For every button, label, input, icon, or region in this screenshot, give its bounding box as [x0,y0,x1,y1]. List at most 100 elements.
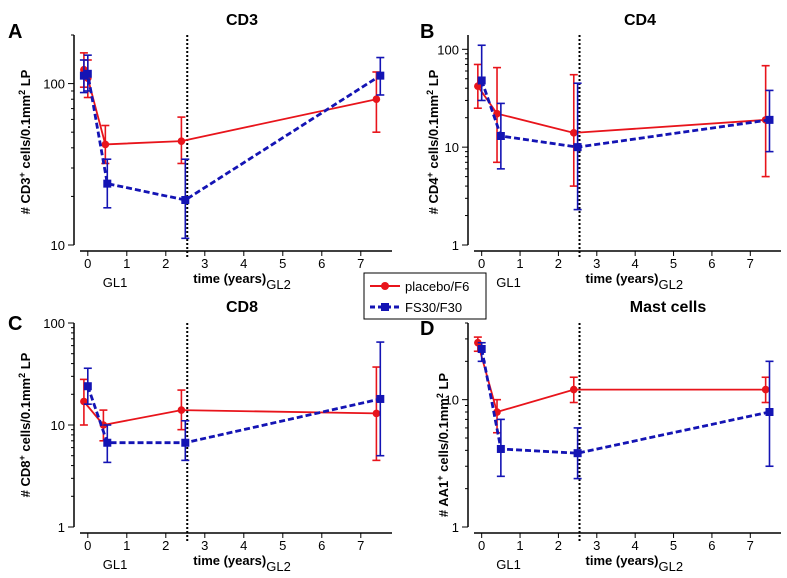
panel-d-placebo-line [476,342,766,414]
panel-b-x-tick-label: 7 [747,256,754,271]
panel-b-title: CD4 [624,12,656,29]
panel-d-fs30-point [477,344,486,353]
panel-a-plot: 10 100 0 1 2 3 4 5 6 7 GL1 time (years)GL2 [43,34,392,292]
panel-b-x-tick-label: 6 [708,256,715,271]
legend: placebo/F6 FS30/F30 [363,272,487,320]
panel-b-ylabel: # CD4+ cells/0.1mm2 LP [425,69,441,214]
panel-b-letter: B [420,21,434,43]
panel-b-fs30-line [480,80,770,149]
panel-b-xlabel-sub: GL2 [659,277,684,292]
panel-a-title: CD3 [226,12,258,29]
panel-b: B CD4 1 10 100 0 1 2 3 4 5 6 7 GL1 time (years)GL2 #… [420,12,781,292]
panel-c-letter: C [8,313,22,335]
panel-b-y-tick-label: 10 [445,140,459,155]
panel-d-placebo-point [569,385,578,394]
panel-b-placebo-point [569,129,578,137]
panel-a-x-tick-label: 3 [201,256,208,271]
panel-d-xlabel-main: time (years) [586,553,659,568]
panel-c-x-tick-label: 1 [123,538,130,553]
panel-b-gl1-label: GL1 [496,275,521,290]
panel-c-placebo-point [372,409,381,418]
panel-c-placebo-line [83,400,377,426]
panel-d-letter: D [420,318,434,340]
panel-a: A CD3 10 100 0 1 2 3 4 5 6 7 GL1 time (years)GL2 # … [8,12,392,292]
panel-c-gl1-label: GL1 [103,557,128,572]
panel-a-fs30-point [181,196,190,205]
legend-placebo-marker [381,282,389,290]
legend-fs30-label: FS30/F30 [405,300,462,315]
panel-d-x-tick-label: 2 [555,538,562,553]
panel-c-xlabel-sub: GL2 [266,559,291,574]
panel-b-plot: 1 10 100 0 1 2 3 4 5 6 7 GL1 time (years)GL2 [437,35,781,292]
panel-d-y-tick-label: 1 [452,520,459,535]
panel-d-ylabel: # AA1+ cells/0.1mm2 LP [435,373,451,518]
panel-a-placebo-point [372,95,381,104]
panel-d-gl1-label: GL1 [496,557,521,572]
panel-b-x-tick-label: 4 [632,256,639,271]
panel-c: C CD8 1 10 100 0 1 2 3 4 5 6 7 GL1 time (years)GL2 #… [8,299,392,574]
panel-d-fs30-point [765,408,774,417]
panel-d-fs30-line [480,348,770,455]
legend-fs30-marker [381,303,389,311]
panel-c-x-tick-label: 7 [357,538,364,553]
panel-c-xlabel-main: time (years) [193,553,266,568]
panel-c-x-tick-label: 0 [84,538,91,553]
panel-d-x-tick-label: 4 [632,538,639,553]
panel-c-fs30-point [376,394,385,403]
panel-b-fs30-point [765,115,774,124]
panel-b-xlabel: time (years)GL2 [586,271,684,292]
panel-a-x-tick-label: 5 [279,256,286,271]
panel-d-title: Mast cells [630,299,707,316]
panel-d-xlabel-sub: GL2 [659,559,684,574]
panel-c-plot: 1 10 100 0 1 2 3 4 5 6 7 GL1 time (years)GL2 [43,316,392,574]
legend-box [363,272,487,320]
panel-a-placebo-point [101,140,110,149]
panel-c-fs30-point [83,382,92,391]
panel-a-fs30-point [376,71,385,80]
panel-c-fs30-point [103,438,112,447]
panel-b-x-tick-label: 1 [516,256,523,271]
panel-d-x-tick-label: 6 [708,538,715,553]
panel-d-x-tick-label: 7 [747,538,754,553]
panel-b-fs30-point [477,76,486,85]
panel-c-x-tick-label: 4 [240,538,247,553]
panel-b-fs30-point [573,143,582,152]
panel-d-xlabel: time (years)GL2 [586,553,684,574]
panel-c-xlabel: time (years)GL2 [193,553,291,574]
panel-a-x-tick-label: 6 [318,256,325,271]
panel-d-y-tick-label: 10 [445,393,459,408]
panel-c-ylabel: # CD8+ cells/0.1mm2 LP [17,352,33,497]
panel-a-xlabel-main: time (years) [193,271,266,286]
panel-b-xlabel-main: time (years) [586,271,659,286]
panel-c-y-tick-label: 1 [58,520,65,535]
panel-a-placebo-point [177,137,186,145]
panel-d-x-tick-label: 0 [478,538,485,553]
panel-c-x-tick-label: 6 [318,538,325,553]
panel-b-x-tick-label: 2 [555,256,562,271]
panel-a-letter: A [8,21,22,43]
panel-a-x-tick-label: 1 [123,256,130,271]
panel-a-ylabel: # CD3+ cells/0.1mm2 LP [17,69,33,214]
panel-c-placebo-point [177,406,186,414]
panel-a-xlabel-sub: GL2 [266,277,291,292]
panel-d-plot: 1 10 0 1 2 3 4 5 6 7 GL1 time (years)GL2 [445,322,781,574]
panel-a-gl1-label: GL1 [103,275,128,290]
panel-c-title: CD8 [226,299,258,316]
panel-a-fs30-point [83,69,92,78]
panel-a-y-tick-label: 10 [51,238,65,253]
panel-c-x-tick-label: 3 [201,538,208,553]
panel-b-x-tick-label: 3 [593,256,600,271]
panel-b-fs30-point [496,131,505,140]
panel-d-x-tick-label: 1 [516,538,523,553]
panel-c-fs30-point [181,438,190,447]
panel-a-fs30-point [103,179,112,188]
panel-a-x-tick-label: 7 [357,256,364,271]
panel-d-x-tick-label: 5 [670,538,677,553]
panel-a-fs30-line [83,71,382,202]
legend-placebo-label: placebo/F6 [405,279,469,294]
panel-d-fs30-point [573,449,582,458]
panel-a-x-tick-label: 4 [240,256,247,271]
panel-a-x-tick-label: 0 [84,256,91,271]
panel-c-x-tick-label: 2 [162,538,169,553]
